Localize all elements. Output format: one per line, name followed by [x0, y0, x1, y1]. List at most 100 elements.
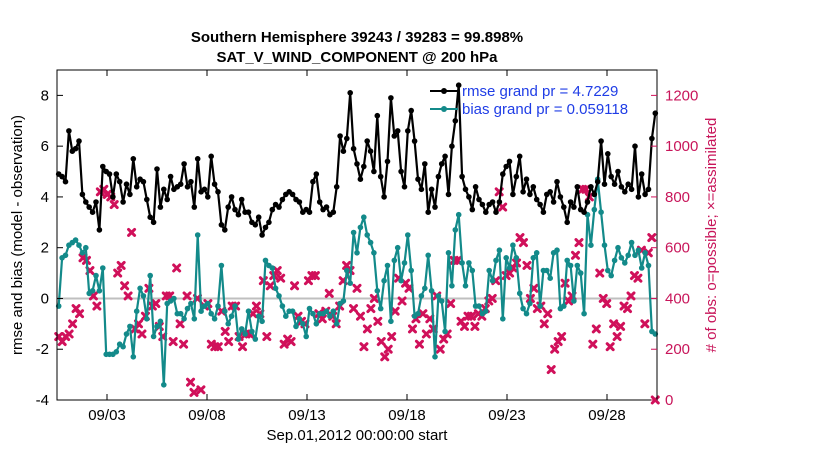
bias-point — [513, 254, 520, 261]
rmse-point — [374, 112, 381, 119]
obs-assimilated-point — [581, 184, 591, 194]
bias-point — [462, 283, 469, 289]
bias-point — [93, 272, 99, 279]
rmse-point — [150, 219, 157, 226]
bias-point — [377, 305, 384, 312]
bias-point — [571, 298, 577, 304]
obs-assimilated-point — [605, 342, 615, 352]
rmse-point — [459, 173, 465, 180]
obs-assimilated-point — [213, 342, 223, 352]
obs-assimilated-point — [123, 291, 133, 301]
obs-assimilated-point — [640, 319, 650, 329]
bias-point — [452, 227, 459, 233]
rmse-point — [313, 171, 320, 177]
rmse-point — [184, 184, 191, 190]
rmse-point — [601, 181, 608, 187]
rmse-point — [516, 153, 523, 160]
rmse-point — [415, 176, 421, 182]
rmse-point — [466, 194, 472, 200]
bias-point — [638, 265, 645, 271]
y-right-tick-label: 200 — [665, 341, 690, 358]
rmse-point — [405, 128, 411, 134]
rmse-point — [340, 148, 347, 154]
obs-assimilated-point — [435, 344, 445, 354]
rmse-point — [106, 171, 113, 177]
bias-point — [510, 242, 516, 248]
rmse-point — [354, 161, 360, 167]
obs-assimilated-point — [387, 332, 397, 342]
bias-point — [137, 285, 143, 292]
obs-assimilated-point — [317, 314, 327, 324]
obs-assimilated-point — [602, 299, 612, 309]
rmse-point — [557, 194, 564, 200]
obs-assimilated-point — [446, 299, 456, 309]
rmse-point — [238, 196, 245, 203]
rmse-point — [79, 191, 86, 198]
x-axis-label: Sep.01,2012 00:00:00 start — [267, 427, 449, 444]
obs-assimilated-point — [196, 385, 206, 395]
bias-point — [225, 321, 231, 327]
obs-assimilated-point — [626, 291, 636, 301]
obs-assimilated-point — [397, 296, 407, 306]
obs-assimilated-point — [407, 324, 417, 334]
rmse-point — [567, 199, 574, 205]
bias-point — [232, 303, 238, 309]
rmse-point — [547, 189, 553, 195]
bias-point — [432, 354, 438, 360]
rmse-point — [449, 143, 455, 149]
rmse-point — [608, 173, 614, 180]
obs-assimilated-point — [550, 344, 560, 354]
rmse-point — [306, 209, 313, 215]
bias-point — [242, 331, 248, 337]
rmse-point — [330, 209, 337, 215]
rmse-point — [371, 168, 377, 175]
bias-point — [598, 209, 604, 215]
rmse-point — [493, 209, 499, 215]
bias-point — [76, 242, 82, 248]
rmse-point — [157, 204, 164, 210]
obs-assimilated-point — [262, 332, 272, 342]
rmse-point — [164, 196, 170, 203]
bias-point — [622, 260, 628, 266]
rmse-point — [83, 199, 89, 205]
obs-assimilated-point — [623, 304, 633, 314]
rmse-point — [269, 206, 276, 213]
rmse-point — [483, 209, 489, 215]
bias-point — [506, 265, 513, 271]
bias-point — [150, 333, 157, 340]
rmse-point — [123, 181, 130, 187]
bias-point — [628, 239, 635, 246]
rmse-point — [130, 156, 137, 162]
bias-point — [384, 262, 391, 269]
rmse-point — [86, 204, 92, 210]
rmse-point — [564, 219, 570, 226]
bias-point — [198, 308, 204, 315]
rmse-point — [205, 194, 211, 200]
bias-point — [381, 277, 387, 284]
rmse-point — [574, 184, 581, 190]
rmse-point — [333, 184, 340, 190]
y-left-tick-label: 8 — [41, 87, 49, 104]
legend-rmse-marker — [441, 88, 447, 94]
bias-point — [449, 283, 455, 289]
bias-point — [574, 262, 581, 269]
rmse-point — [377, 173, 384, 180]
y-right-tick-label: 400 — [665, 290, 690, 307]
rmse-point — [59, 173, 65, 180]
rmse-point — [523, 176, 530, 182]
bias-point — [632, 252, 638, 259]
bias-point — [140, 293, 147, 299]
rmse-point — [452, 118, 459, 124]
bias-point — [222, 308, 228, 315]
rmse-point — [161, 186, 167, 193]
rmse-point — [581, 209, 587, 215]
bias-point — [398, 277, 404, 284]
bias-point — [500, 316, 506, 322]
bias-point — [615, 244, 621, 251]
bias-point — [188, 300, 194, 307]
bias-point — [113, 349, 120, 355]
bias-point — [340, 298, 347, 304]
y-left-tick-label: 6 — [41, 138, 49, 155]
bias-point — [530, 254, 537, 261]
rmse-point — [611, 181, 618, 187]
